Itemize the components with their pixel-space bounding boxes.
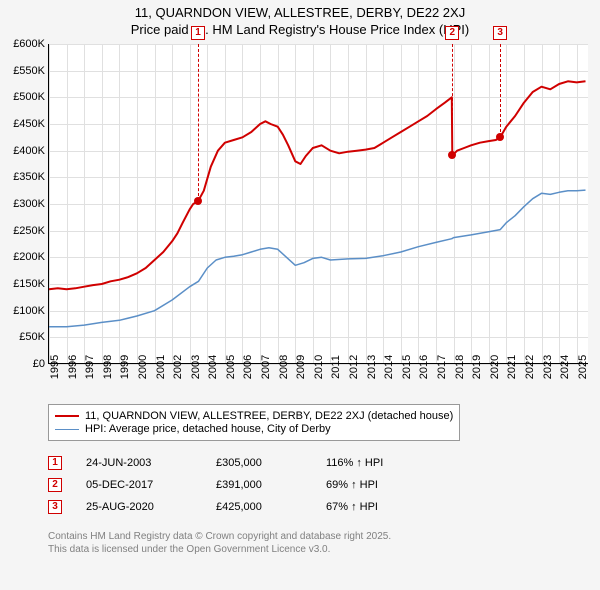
sales-row: 3 25-AUG-2020£425,00067% ↑ HPI [48, 496, 436, 518]
legend-row: HPI: Average price, detached house, City… [55, 423, 453, 435]
sales-row-pct: 69% ↑ HPI [326, 479, 436, 491]
y-tick-label: £150K [13, 278, 45, 290]
attribution-line-2: This data is licensed under the Open Gov… [48, 543, 391, 556]
sale-marker-box: 3 [493, 26, 507, 40]
y-tick-label: £200K [13, 251, 45, 263]
sales-row-marker: 2 [48, 478, 62, 492]
sale-marker-line [500, 44, 501, 137]
legend-label: HPI: Average price, detached house, City… [85, 423, 331, 435]
y-tick-label: £0 [33, 358, 45, 370]
attribution: Contains HM Land Registry data © Crown c… [48, 530, 391, 556]
series-hpi [49, 190, 586, 327]
sales-row-date: 05-DEC-2017 [86, 479, 216, 491]
attribution-line-1: Contains HM Land Registry data © Crown c… [48, 530, 391, 543]
sales-row-marker: 3 [48, 500, 62, 514]
sales-row-pct: 116% ↑ HPI [326, 457, 436, 469]
y-tick-label: £500K [13, 91, 45, 103]
sales-row-date: 24-JUN-2003 [86, 457, 216, 469]
y-tick-label: £550K [13, 65, 45, 77]
sale-marker-dot [496, 133, 504, 141]
y-tick-label: £350K [13, 171, 45, 183]
y-tick-label: £450K [13, 118, 45, 130]
sale-marker-line [198, 44, 199, 201]
legend-swatch [55, 415, 79, 417]
legend: 11, QUARNDON VIEW, ALLESTREE, DERBY, DE2… [48, 404, 460, 441]
sales-row: 2 05-DEC-2017£391,00069% ↑ HPI [48, 474, 436, 496]
sales-row-price: £391,000 [216, 479, 326, 491]
y-tick-label: £50K [19, 331, 45, 343]
plot-area: £0£50K£100K£150K£200K£250K£300K£350K£400… [48, 44, 588, 364]
y-tick-label: £300K [13, 198, 45, 210]
y-tick-label: £100K [13, 305, 45, 317]
legend-label: 11, QUARNDON VIEW, ALLESTREE, DERBY, DE2… [85, 410, 453, 422]
sale-marker-dot [448, 151, 456, 159]
y-tick-label: £400K [13, 145, 45, 157]
sales-row-date: 25-AUG-2020 [86, 501, 216, 513]
y-tick-label: £250K [13, 225, 45, 237]
chart-container: 11, QUARNDON VIEW, ALLESTREE, DERBY, DE2… [0, 0, 600, 590]
sale-marker-box: 1 [191, 26, 205, 40]
legend-swatch [55, 429, 79, 430]
sales-row-price: £425,000 [216, 501, 326, 513]
sale-marker-line [452, 44, 453, 155]
y-tick-label: £600K [13, 38, 45, 50]
chart-title: 11, QUARNDON VIEW, ALLESTREE, DERBY, DE2… [0, 5, 600, 37]
legend-row: 11, QUARNDON VIEW, ALLESTREE, DERBY, DE2… [55, 410, 453, 422]
plot-svg [49, 44, 589, 364]
sales-row: 1 24-JUN-2003£305,000116% ↑ HPI [48, 452, 436, 474]
sales-row-marker: 1 [48, 456, 62, 470]
sales-row-price: £305,000 [216, 457, 326, 469]
title-line-1: 11, QUARNDON VIEW, ALLESTREE, DERBY, DE2… [0, 5, 600, 20]
sale-marker-dot [194, 197, 202, 205]
sales-table: 1 24-JUN-2003£305,000116% ↑ HPI 2 05-DEC-20… [48, 452, 436, 518]
sale-marker-box: 2 [445, 26, 459, 40]
sales-row-pct: 67% ↑ HPI [326, 501, 436, 513]
title-line-2: Price paid vs. HM Land Registry's House … [0, 22, 600, 37]
